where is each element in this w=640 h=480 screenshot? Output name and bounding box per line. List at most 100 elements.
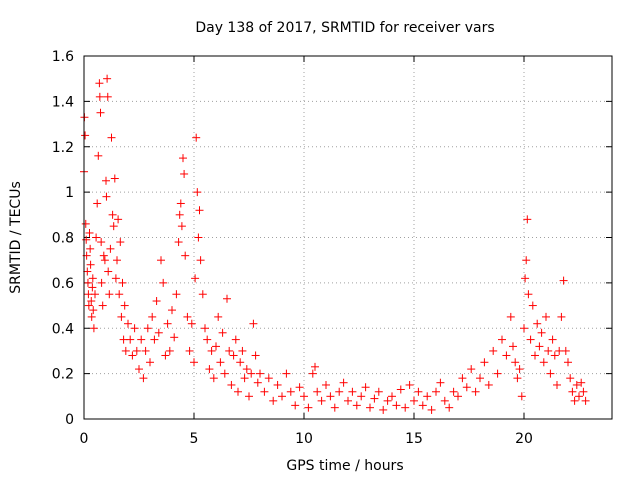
data-point	[114, 215, 123, 224]
data-point	[476, 374, 484, 383]
data-point	[330, 403, 339, 412]
data-point	[91, 290, 99, 299]
data-point	[561, 346, 570, 355]
data-point	[95, 92, 104, 101]
data-point	[163, 319, 172, 328]
data-point	[383, 396, 392, 405]
data-point	[423, 392, 432, 401]
data-point	[183, 312, 192, 321]
data-point	[231, 335, 240, 344]
data-point	[392, 401, 401, 410]
data-point	[214, 312, 223, 321]
data-point	[87, 297, 96, 306]
data-point	[81, 131, 90, 140]
data-point	[313, 387, 322, 396]
data-point	[128, 351, 137, 360]
data-point	[531, 351, 539, 360]
data-point	[311, 362, 319, 371]
data-point	[229, 351, 238, 360]
data-point	[322, 380, 330, 389]
data-point	[117, 312, 126, 321]
data-point	[212, 342, 220, 351]
data-point	[291, 401, 300, 410]
data-point	[458, 374, 467, 383]
data-point	[366, 403, 374, 412]
data-point	[445, 403, 454, 412]
data-point	[198, 290, 207, 299]
data-point	[511, 358, 520, 367]
data-point	[97, 278, 106, 287]
data-point	[223, 294, 231, 303]
data-point	[170, 333, 179, 342]
data-point	[542, 312, 550, 321]
data-points	[80, 74, 590, 414]
data-point	[570, 396, 579, 405]
data-point	[253, 378, 262, 387]
data-point	[502, 351, 511, 360]
data-point	[526, 335, 535, 344]
data-point	[300, 392, 308, 401]
data-point	[207, 346, 216, 355]
data-point	[99, 251, 108, 260]
data-point	[126, 335, 135, 344]
data-point	[575, 392, 583, 401]
data-point	[109, 222, 118, 231]
y-tick-label: 0	[65, 412, 74, 428]
data-point	[484, 380, 493, 389]
data-point	[111, 274, 120, 283]
data-point	[559, 276, 568, 285]
data-point	[201, 324, 209, 333]
data-point	[116, 238, 125, 247]
data-point	[159, 278, 168, 287]
data-point	[528, 301, 537, 310]
data-point	[82, 235, 91, 244]
data-point	[118, 278, 127, 287]
plot-frame	[83, 55, 613, 420]
x-tick-label: 20	[515, 431, 533, 447]
data-point	[86, 244, 95, 253]
data-point	[205, 365, 214, 374]
data-point	[546, 369, 555, 378]
data-point	[247, 369, 256, 378]
data-point	[220, 369, 229, 378]
data-point	[172, 290, 181, 299]
x-tick-label: 15	[405, 431, 423, 447]
data-point	[234, 387, 242, 396]
data-point	[352, 401, 361, 410]
data-point	[146, 358, 154, 367]
x-tick-label: 0	[80, 431, 89, 447]
data-point	[96, 108, 105, 117]
data-point	[110, 174, 119, 183]
data-point	[524, 290, 533, 299]
data-point	[245, 392, 253, 401]
data-point	[89, 306, 98, 315]
data-point	[462, 383, 471, 392]
data-point	[191, 274, 200, 283]
data-point	[282, 369, 291, 378]
data-point	[150, 335, 159, 344]
y-tick-label: 0.6	[52, 276, 74, 292]
data-point	[557, 312, 566, 321]
data-point	[498, 335, 506, 344]
data-point	[278, 392, 286, 401]
data-point	[251, 351, 260, 360]
data-point	[374, 387, 383, 396]
data-point	[83, 267, 92, 276]
data-point	[225, 346, 234, 355]
data-point	[550, 351, 559, 360]
data-point	[564, 358, 572, 367]
data-point	[102, 176, 110, 185]
data-point	[440, 396, 449, 405]
data-point	[523, 215, 532, 224]
data-point	[113, 256, 121, 265]
data-point	[121, 346, 130, 355]
x-tick-label: 5	[190, 431, 199, 447]
axes: 0 0.2 0.4 0.6 0.8 1 1.2 1.4 1.6 0 5 10 15 20	[52, 49, 612, 447]
data-point	[572, 380, 581, 389]
data-point	[107, 133, 116, 142]
data-point	[95, 79, 104, 88]
data-point	[165, 346, 174, 355]
data-point	[175, 210, 184, 219]
data-point	[236, 358, 245, 367]
